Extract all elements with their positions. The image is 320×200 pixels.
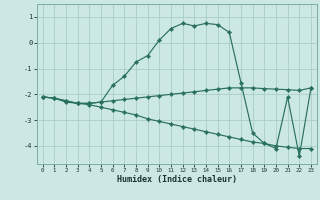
X-axis label: Humidex (Indice chaleur): Humidex (Indice chaleur) [117, 175, 237, 184]
